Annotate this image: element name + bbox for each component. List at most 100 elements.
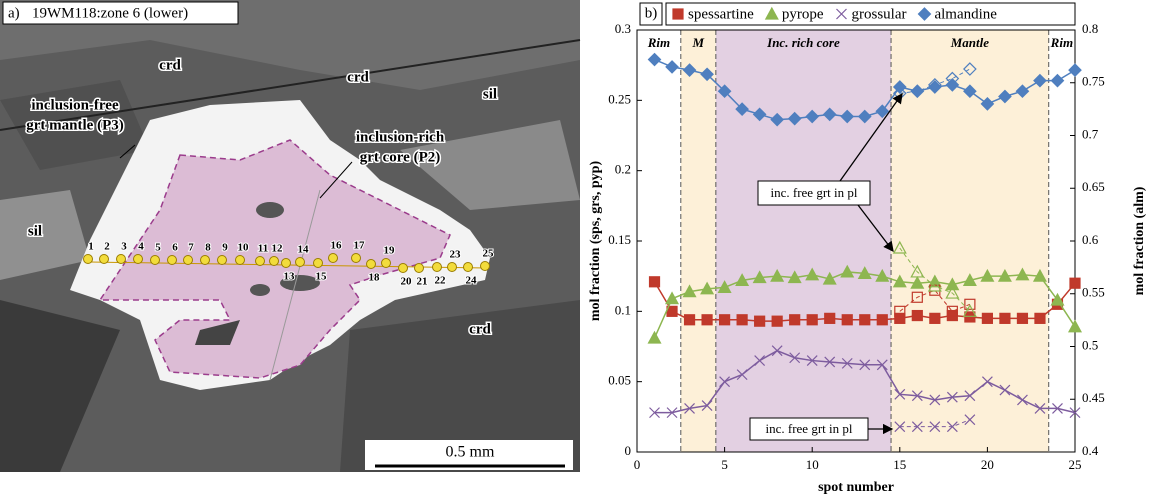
marker [682, 63, 697, 77]
marker [910, 275, 925, 289]
y2-tick-label: 0.6 [1082, 232, 1099, 247]
spot-label: 8 [205, 242, 211, 254]
panel-a-label: a) [8, 5, 20, 21]
marker [1015, 267, 1030, 281]
marker [770, 268, 785, 282]
image-label: crd [159, 57, 181, 73]
marker [700, 67, 714, 82]
marker [929, 421, 941, 433]
spot-label: 21 [417, 276, 428, 288]
marker [875, 268, 890, 282]
marker [1017, 394, 1028, 406]
spot-label: 16 [331, 240, 343, 252]
spot-label: 2 [104, 241, 110, 253]
x-tick-label: 25 [1069, 457, 1082, 472]
y-tick-label: 0.1 [615, 302, 631, 317]
marker [894, 388, 906, 400]
marker [841, 357, 853, 369]
marker [963, 62, 977, 76]
analysis-spot [432, 262, 442, 272]
marker [892, 274, 907, 288]
analysis-spot [133, 254, 143, 264]
marker [805, 109, 820, 124]
marker [1069, 407, 1081, 419]
marker [911, 291, 923, 303]
analysis-spot [295, 257, 305, 267]
analysis-spot [167, 255, 177, 265]
marker [1015, 84, 1030, 99]
marker [927, 278, 942, 292]
y2-tick-label: 0.55 [1082, 285, 1105, 300]
spot-label: 11 [258, 243, 268, 255]
y-tick-label: 0.25 [608, 91, 631, 106]
marker [859, 314, 871, 326]
marker [701, 314, 713, 326]
marker [857, 266, 872, 279]
image-label: grt core (P2) [360, 149, 441, 165]
marker [1033, 73, 1047, 88]
marker [999, 312, 1011, 324]
region [715, 30, 892, 452]
marker [981, 312, 994, 324]
region-label: M [692, 35, 705, 50]
analysis-spot [150, 255, 160, 265]
analysis-spot [366, 259, 376, 269]
spot-label: 3 [121, 241, 127, 253]
spot-label: 20 [401, 276, 413, 288]
marker [999, 384, 1011, 396]
marker [736, 314, 748, 326]
marker [946, 391, 958, 403]
analysis-spot [351, 253, 361, 263]
marker [789, 352, 801, 364]
y2-tick-label: 0.45 [1082, 390, 1105, 405]
marker [876, 359, 888, 371]
marker [789, 314, 801, 326]
marker [754, 315, 766, 327]
analysis-spot [328, 253, 338, 263]
marker [927, 274, 942, 288]
y-tick-label: 0.2 [615, 162, 631, 177]
marker [910, 84, 925, 99]
analysis-spot [381, 258, 391, 268]
marker [787, 270, 802, 284]
marker [805, 267, 820, 281]
marker [735, 273, 750, 286]
spot-label: 9 [222, 242, 228, 254]
y-tick-label: 0.15 [608, 232, 631, 247]
y2-tick-label: 0.8 [1082, 21, 1098, 36]
marker [980, 97, 995, 111]
analysis-spot [398, 263, 408, 273]
region [680, 30, 716, 452]
spot-label: 6 [172, 242, 178, 254]
marker [1034, 402, 1046, 414]
y2-tick-label: 0.4 [1082, 443, 1099, 458]
marker [840, 109, 855, 124]
marker [841, 314, 853, 326]
region [891, 30, 1049, 452]
region-label: Rim [647, 35, 670, 50]
marker [822, 271, 837, 285]
spot-label: 23 [450, 249, 462, 261]
series-line [899, 247, 971, 312]
x-tick-label: 5 [721, 457, 728, 472]
annotation: inc. free grt in pl [766, 421, 853, 436]
analysis-spot [480, 261, 490, 271]
marker [927, 80, 942, 94]
marker [719, 376, 731, 388]
spot-label: 13 [284, 271, 296, 283]
analysis-spot [255, 256, 265, 266]
marker [754, 355, 766, 366]
marker [665, 291, 680, 305]
analysis-spot [235, 255, 245, 265]
analysis-spot [200, 255, 210, 265]
spot-label: 19 [384, 245, 396, 257]
marker [875, 104, 890, 119]
marker [1050, 73, 1065, 88]
marker [806, 314, 818, 326]
spot-label: 24 [466, 275, 478, 287]
region [637, 30, 681, 452]
marker [910, 264, 925, 278]
marker [666, 407, 678, 419]
legend-label: almandine [934, 6, 997, 22]
marker [929, 394, 941, 406]
